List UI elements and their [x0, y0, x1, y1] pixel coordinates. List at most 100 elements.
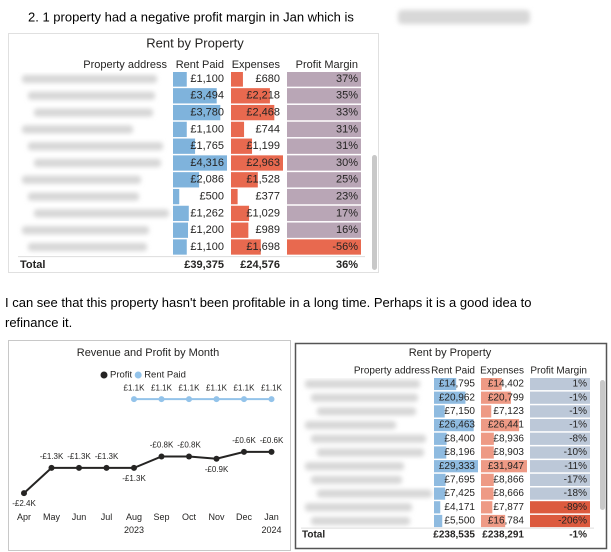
column-header: Rent Paid [431, 366, 475, 377]
expense-bar [231, 188, 238, 205]
margin-bar [530, 405, 590, 418]
table-title: Rent by Property [409, 347, 492, 359]
cell-text: £4,316 [190, 157, 224, 169]
cell-text: £20,799 [488, 392, 525, 403]
blurred-address [311, 434, 426, 443]
rent-bar [434, 446, 447, 459]
rent-bar [173, 172, 200, 188]
cell-text: £500 [200, 191, 224, 203]
rent-bar [173, 121, 187, 138]
rent-bar [434, 419, 474, 432]
cell-text: 23% [336, 191, 358, 203]
rent-bar [434, 432, 447, 445]
scrollbar [372, 155, 377, 270]
data-label: £1.1K [151, 383, 173, 392]
expense-bar [481, 473, 494, 486]
expense-bar [481, 501, 493, 514]
cell-text: £26,441 [488, 420, 525, 431]
cell-text: £1,200 [190, 224, 224, 236]
x-tick-label: Dec [236, 512, 253, 522]
margin-bar [287, 138, 361, 154]
blurred-address [317, 448, 424, 457]
point [213, 455, 220, 462]
legend-marker [134, 371, 142, 379]
cell-text: £8,903 [493, 447, 524, 458]
cell-text: £14,402 [488, 379, 525, 390]
paragraph: I can see that this property hasn't been… [5, 295, 531, 330]
blurred-address [22, 75, 157, 83]
cell-text: £2,218 [246, 90, 280, 102]
cell-text: -17% [564, 475, 587, 486]
point [158, 453, 165, 460]
rent-bar [173, 155, 227, 171]
blurred-address [28, 142, 163, 151]
cell-text: £1,199 [246, 140, 280, 152]
expense-bar [481, 514, 506, 528]
blurred-address [28, 243, 147, 251]
cell-text: -1% [569, 392, 587, 403]
expense-bar [481, 405, 492, 418]
chart: Revenue and Profit by Month Profit Rent Pa… [12, 347, 284, 535]
expense-bar [481, 446, 494, 459]
rent-bar [434, 405, 445, 418]
data-label: -£1.3K [122, 474, 146, 483]
blurred-address [305, 462, 404, 471]
legend-label: Profit [110, 370, 133, 381]
data-label: -£0.8K [177, 441, 201, 450]
cell-text: £14,795 [439, 379, 476, 390]
total-cell: £238,291 [482, 530, 524, 541]
point [131, 396, 137, 403]
margin-bar [530, 419, 590, 432]
rent-bar [173, 88, 217, 104]
point [48, 464, 55, 471]
cell-text: £2,468 [246, 107, 280, 119]
blurred-address [317, 407, 416, 416]
cell-text: £8,866 [493, 475, 524, 486]
margin-bar [287, 88, 361, 104]
margin-bar [287, 205, 361, 222]
cell-text: £8,666 [493, 488, 524, 499]
point [158, 396, 165, 403]
margin-bar [287, 172, 361, 188]
rent-bar [434, 487, 446, 500]
blurred-address [311, 393, 418, 402]
cell-text: -18% [564, 488, 587, 499]
total-cell: £238,535 [433, 530, 475, 541]
cell-text: £1,765 [190, 140, 224, 152]
cell-text: £1,528 [246, 174, 280, 186]
table: Rent by Property Property address Rent Pai… [18, 35, 365, 271]
total-cell: -1% [569, 530, 587, 541]
cell-text: £7,425 [444, 488, 475, 499]
data-label: £1.1K [124, 383, 146, 392]
cell-text: £2,086 [190, 174, 224, 186]
column-header: Property address [83, 59, 167, 71]
data-label: -£1.3K [95, 452, 119, 461]
point [241, 396, 247, 403]
cell-text: £2,963 [246, 157, 280, 169]
margin-bar [530, 446, 590, 459]
cell-text: £680 [256, 73, 280, 85]
cell-text: £1,262 [190, 207, 224, 219]
blurred-address [22, 125, 133, 134]
data-label: -£1.3K [67, 452, 91, 461]
expense-bar [481, 432, 494, 445]
cell-text: -8% [569, 433, 587, 444]
point [186, 453, 192, 460]
blurred-address [28, 91, 155, 100]
cell-text: 31% [336, 140, 358, 152]
cell-text: £8,196 [444, 447, 475, 458]
total-cell: Total [302, 530, 325, 541]
expense-bar [481, 378, 502, 391]
margin-bar [530, 501, 590, 514]
point [21, 490, 27, 497]
blurred-text [398, 10, 530, 24]
blurred-address [311, 475, 402, 484]
legend-label: Rent Paid [144, 370, 186, 381]
expense-bar [481, 487, 494, 500]
cell-text: -89% [564, 502, 587, 513]
cell-text: £26,463 [439, 420, 476, 431]
table-body: £1,100 £680 37% £3,494 £2,218 35% £3,780 £2,468… [22, 72, 361, 255]
blurred-address [305, 421, 396, 430]
blurred-address [34, 209, 169, 218]
